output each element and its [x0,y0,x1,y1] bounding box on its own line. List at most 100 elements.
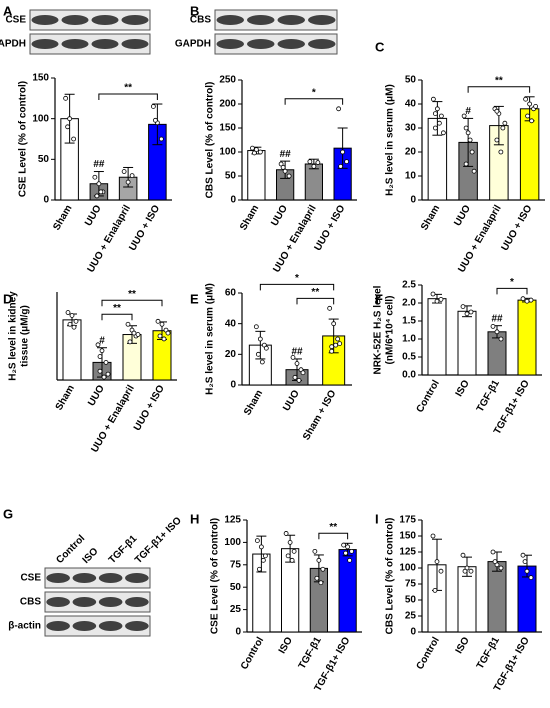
lane-label: TGF-β1+ ISO [133,515,184,566]
data-point [286,173,292,179]
data-point [155,318,161,324]
data-point [528,575,534,580]
blot-band [61,39,89,49]
bar [247,150,266,201]
data-point [434,106,440,112]
y-tick-label: 0.5 [402,352,416,363]
bar [338,549,357,633]
x-tick-label: UUO [452,203,473,228]
blot-band [125,573,149,583]
data-point [460,304,466,310]
data-point [440,130,446,136]
x-tick-label: UUO [86,383,107,408]
data-point [467,137,473,143]
data-point [101,374,107,380]
data-point [316,557,322,563]
data-point [69,313,75,318]
panel-letter: E [190,291,199,306]
y-tick-label: 100 [224,537,241,548]
y-tick-label: 75 [405,579,417,590]
data-point [292,374,298,380]
data-point [336,106,342,112]
panel-letter: C [375,39,385,54]
x-tick-label: Control [415,378,442,414]
y-tick-label: 25 [230,604,242,615]
data-point [436,120,442,126]
data-point [125,179,131,185]
data-point [318,580,324,586]
x-tick-label: UUO + ISO [313,203,348,253]
data-point [92,174,98,180]
blot-band [46,597,70,607]
data-point [494,329,500,335]
bar [517,299,537,376]
data-point [71,324,77,330]
data-point [121,169,127,174]
data-point [67,116,73,122]
data-point [280,164,286,170]
blot-band [72,597,97,607]
y-axis-label: NRK-52E H₂S level [373,285,384,374]
data-point [283,531,289,536]
data-point [65,124,71,130]
data-point [498,149,504,155]
blot-band [121,15,149,25]
data-point [527,101,533,107]
blot-band [121,39,149,49]
blot-frame [214,33,338,55]
blot-band [31,15,59,25]
y-tick-label: 25 [405,611,417,622]
blot-label: GAPDH [175,39,211,50]
data-point [465,130,471,136]
data-point [257,336,263,342]
data-point [94,193,100,199]
blot-frame [29,9,151,31]
x-tick-label: Sham [238,203,261,232]
blot-frame [44,567,151,589]
data-point [430,291,436,297]
blot-band [91,39,119,49]
data-point [525,113,531,119]
data-point [253,324,259,330]
y-axis-label: H₂S level in serum (μM) [205,283,216,395]
y-tick-label: 0.0 [402,370,416,381]
blot-band [72,621,97,631]
data-point [71,136,77,142]
y-tick-label: 60 [225,288,237,299]
significance-mark: * [295,273,299,284]
data-point [471,168,477,174]
data-point [259,359,265,365]
data-point [490,549,496,555]
blot-band [98,597,123,607]
data-point [460,552,466,558]
data-point [463,125,469,131]
panel-letter: I [375,511,379,526]
data-point [468,568,474,574]
panel-letter: F [375,291,383,306]
x-tick-label: Sham [242,388,265,417]
y-tick-label: 10 [405,171,417,182]
data-point [282,168,288,174]
blot-band [247,39,275,49]
data-point [63,95,69,101]
blot-label: CBS [20,597,41,608]
y-axis-label: H₂S level in serum (μM) [385,84,396,196]
data-point [432,111,438,116]
y-tick-label: 50 [225,171,237,182]
blot-band [247,15,275,25]
significance-mark: # [465,106,471,117]
data-point [260,557,266,563]
data-point [327,305,333,311]
data-point [254,538,260,544]
y-tick-label: 50 [405,595,417,606]
data-point [125,321,131,327]
data-point [438,568,444,574]
data-point [256,566,262,572]
panel-letter: D [3,291,12,306]
data-point [263,345,269,351]
significance-mark: * [312,87,316,98]
significance-mark: ** [329,522,337,533]
y-tick-label: 20 [225,349,237,360]
x-tick-label: TGF-β1 [297,635,324,671]
data-point [522,559,528,564]
